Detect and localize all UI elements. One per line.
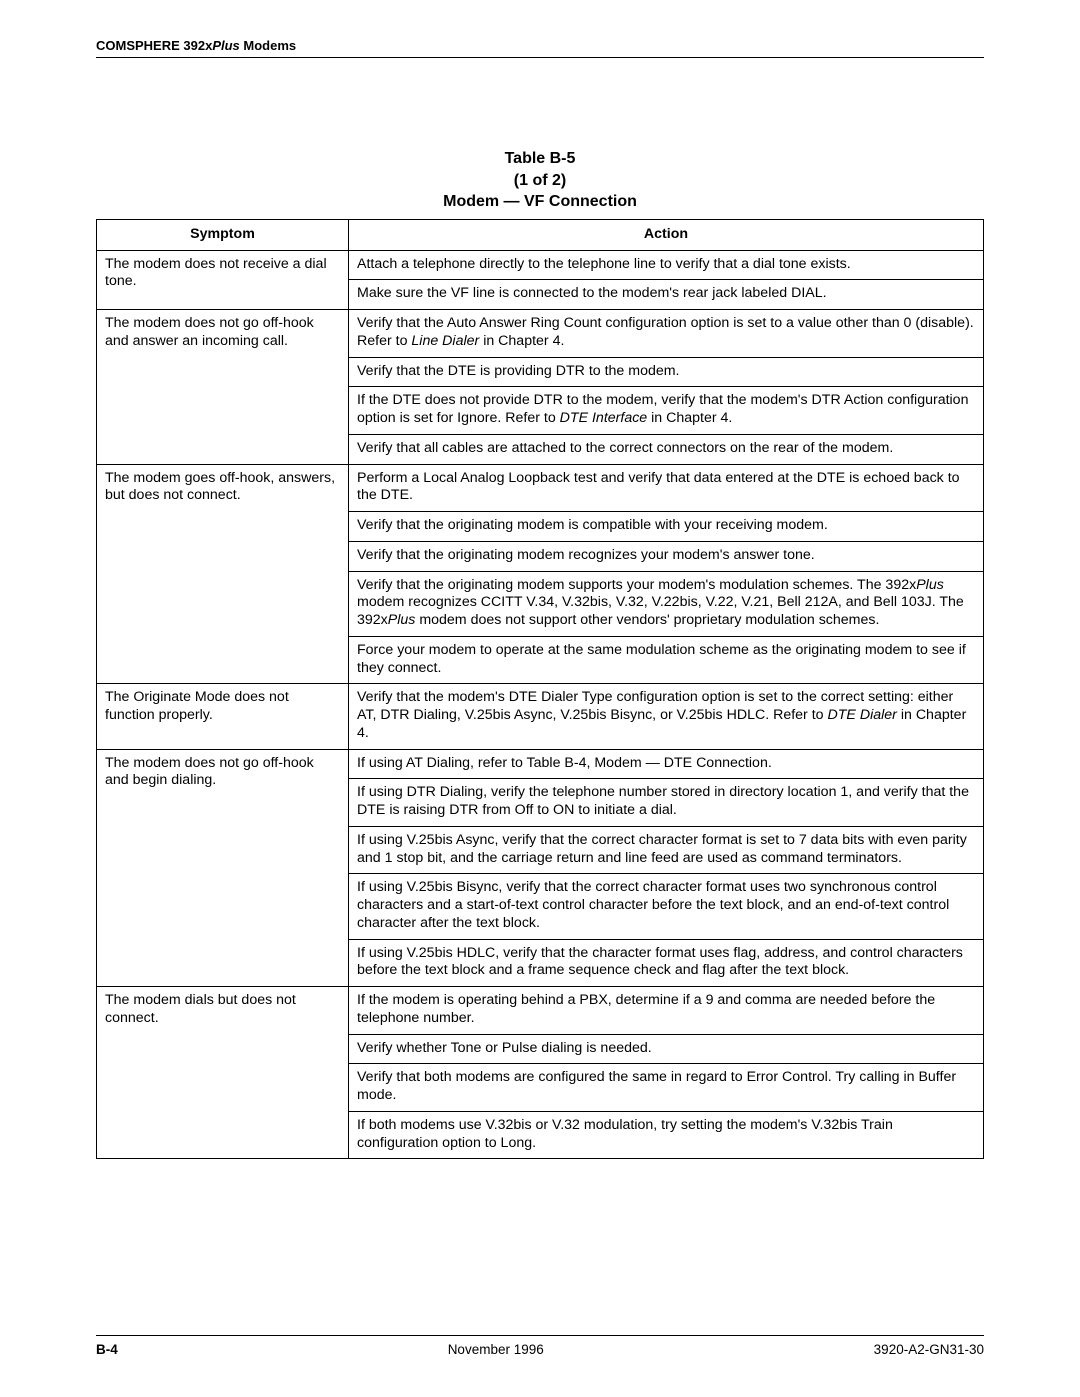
action-cell: Verify that the modem's DTE Dialer Type …	[349, 684, 984, 749]
col-header-action: Action	[349, 219, 984, 250]
table-row: The modem does not receive a dial tone.A…	[97, 250, 984, 280]
table-row: The modem does not go off-hook and begin…	[97, 749, 984, 779]
action-cell: Attach a telephone directly to the telep…	[349, 250, 984, 280]
header-rule	[96, 57, 984, 58]
vf-connection-table: Symptom Action The modem does not receiv…	[96, 219, 984, 1160]
action-cell: If using V.25bis Bisync, verify that the…	[349, 874, 984, 939]
caption-line-2: (1 of 2)	[96, 170, 984, 192]
footer-center: November 1996	[448, 1342, 544, 1357]
action-cell: If using V.25bis Async, verify that the …	[349, 826, 984, 874]
caption-line-3: Modem — VF Connection	[96, 191, 984, 213]
action-cell: If the modem is operating behind a PBX, …	[349, 987, 984, 1035]
footer-rule	[96, 1335, 984, 1336]
table-row: The modem goes off-hook, answers, but do…	[97, 464, 984, 512]
action-cell: Verify that the DTE is providing DTR to …	[349, 357, 984, 387]
header-suffix: Modems	[240, 38, 296, 53]
symptom-cell: The Originate Mode does not function pro…	[97, 684, 349, 749]
action-cell: If using V.25bis HDLC, verify that the c…	[349, 939, 984, 987]
header-prefix: COMSPHERE 392x	[96, 38, 212, 53]
table-row: The modem dials but does not connect.If …	[97, 987, 984, 1035]
col-header-symptom: Symptom	[97, 219, 349, 250]
running-header: COMSPHERE 392xPlus Modems	[96, 38, 984, 57]
action-cell: Perform a Local Analog Loopback test and…	[349, 464, 984, 512]
symptom-cell: The modem does not receive a dial tone.	[97, 250, 349, 310]
symptom-cell: The modem does not go off-hook and answe…	[97, 310, 349, 465]
symptom-cell: The modem goes off-hook, answers, but do…	[97, 464, 349, 684]
action-cell: Verify that the originating modem suppor…	[349, 571, 984, 636]
action-cell: Verify whether Tone or Pulse dialing is …	[349, 1034, 984, 1064]
action-cell: Verify that all cables are attached to t…	[349, 434, 984, 464]
table-row: The Originate Mode does not function pro…	[97, 684, 984, 749]
footer-right: 3920-A2-GN31-30	[874, 1342, 984, 1357]
action-cell: If both modems use V.32bis or V.32 modul…	[349, 1111, 984, 1159]
table-caption: Table B-5 (1 of 2) Modem — VF Connection	[96, 148, 984, 213]
action-cell: Force your modem to operate at the same …	[349, 636, 984, 684]
symptom-cell: The modem does not go off-hook and begin…	[97, 749, 349, 987]
table-row: The modem does not go off-hook and answe…	[97, 310, 984, 358]
action-cell: Make sure the VF line is connected to th…	[349, 280, 984, 310]
page-footer: B-4 November 1996 3920-A2-GN31-30	[96, 1335, 984, 1357]
action-cell: If using DTR Dialing, verify the telepho…	[349, 779, 984, 827]
action-cell: Verify that both modems are configured t…	[349, 1064, 984, 1112]
action-cell: If the DTE does not provide DTR to the m…	[349, 387, 984, 435]
caption-line-1: Table B-5	[96, 148, 984, 170]
footer-page-number: B-4	[96, 1342, 118, 1357]
symptom-cell: The modem dials but does not connect.	[97, 987, 349, 1159]
action-cell: If using AT Dialing, refer to Table B-4,…	[349, 749, 984, 779]
action-cell: Verify that the Auto Answer Ring Count c…	[349, 310, 984, 358]
action-cell: Verify that the originating modem recogn…	[349, 541, 984, 571]
header-italic: Plus	[212, 38, 239, 53]
action-cell: Verify that the originating modem is com…	[349, 512, 984, 542]
